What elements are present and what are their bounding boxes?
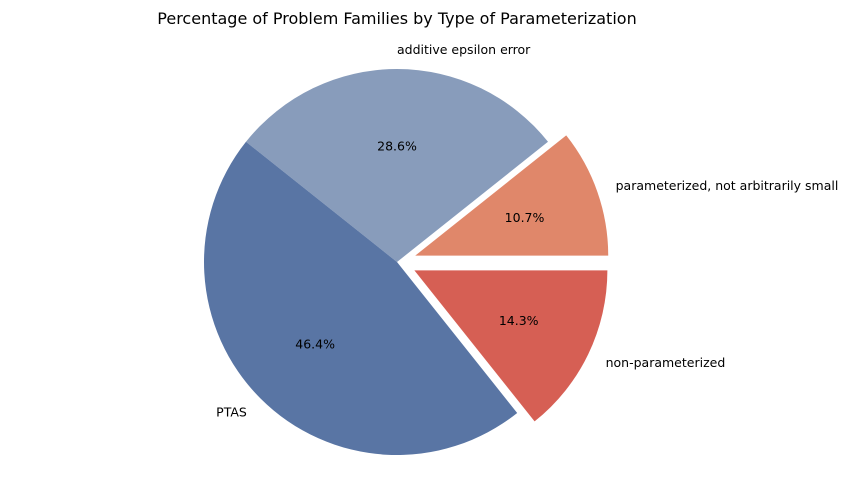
- pie-slice-parameterized-not-arbitrarily-small: [415, 135, 609, 256]
- pie-slice-percent-additive-epsilon-error: 28.6%: [377, 139, 417, 154]
- pie-slice-non-parameterized: [414, 270, 608, 422]
- chart-title: Percentage of Problem Families by Type o…: [157, 9, 636, 28]
- pie-slice-label-non-parameterized: non-parameterized: [606, 355, 726, 370]
- pie-slice-percent-parameterized-not-arbitrarily-small: 10.7%: [505, 210, 545, 225]
- pie-slice-label-additive-epsilon-error: additive epsilon error: [397, 42, 531, 57]
- pie-slice-additive-epsilon-error: [245, 69, 549, 262]
- pie-slice-percent-non-parameterized: 14.3%: [499, 313, 539, 328]
- pie-slices: [203, 69, 609, 456]
- pie-slice-label-ptas: PTAS: [216, 405, 247, 420]
- pie-labels: 10.7% parameterized, not arbitrarily smal…: [216, 42, 838, 419]
- pie-slice-percent-ptas: 46.4%: [295, 336, 335, 351]
- pie-slice-label-parameterized-not-arbitrarily-small: parameterized, not arbitrarily small: [616, 178, 839, 193]
- pie-slice-ptas: [203, 141, 518, 456]
